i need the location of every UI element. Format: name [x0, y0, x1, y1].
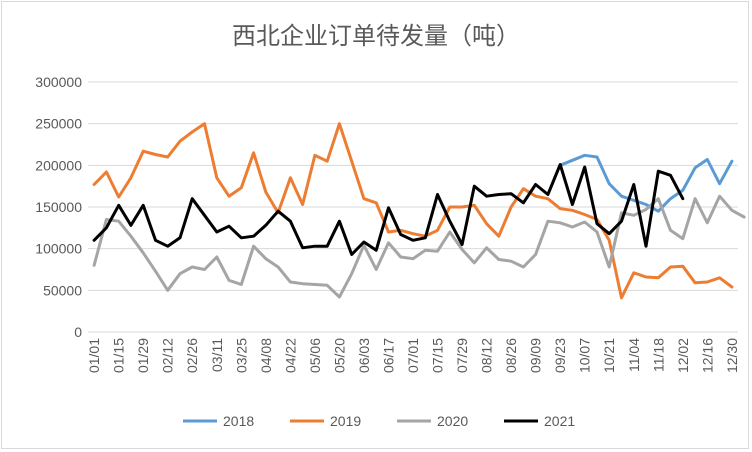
x-tick-label: 09/23 — [552, 338, 568, 373]
series-line-2019 — [92, 122, 734, 300]
y-tick-label: 250000 — [35, 116, 82, 132]
x-tick-label: 02/26 — [184, 338, 200, 373]
x-tick-label: 04/22 — [282, 338, 298, 373]
legend: 2018 2019 2020 2021 — [183, 413, 575, 429]
legend-label-2020: 2020 — [437, 413, 468, 429]
chart-title: 西北企业订单待发量（吨） — [232, 22, 520, 50]
x-tick-label: 08/12 — [479, 338, 495, 373]
x-tick-label: 11/04 — [626, 338, 642, 372]
series-line-2020 — [92, 194, 746, 299]
x-tick-label: 04/08 — [258, 338, 274, 373]
y-tick-label: 100000 — [35, 241, 82, 257]
x-tick-label: 07/29 — [454, 338, 470, 373]
y-tick-label: 300000 — [35, 74, 82, 90]
legend-label-2021: 2021 — [544, 413, 575, 429]
x-tick-label: 10/21 — [601, 338, 617, 373]
series-lines — [92, 122, 746, 300]
x-tick-label: 05/06 — [307, 338, 323, 373]
x-tick-label: 08/26 — [503, 338, 519, 373]
legend-label-2019: 2019 — [330, 413, 361, 429]
y-axis: 0 50000 100000 150000 200000 250000 300000 — [35, 74, 82, 340]
x-tick-label: 01/01 — [86, 338, 102, 373]
series-line-2021 — [92, 163, 685, 256]
gridlines — [88, 81, 738, 333]
legend-label-2018: 2018 — [223, 413, 254, 429]
x-tick-label: 07/01 — [405, 338, 421, 373]
y-tick-label: 150000 — [35, 199, 82, 215]
x-tick-label: 05/20 — [331, 338, 347, 373]
x-tick-label: 02/12 — [160, 338, 176, 373]
y-tick-label: 200000 — [35, 157, 82, 173]
x-tick-label: 01/29 — [135, 338, 151, 373]
y-tick-label: 0 — [74, 324, 82, 340]
x-axis: 01/01 01/15 01/29 02/12 02/26 03/11 03/25 04/08… — [86, 331, 740, 373]
x-tick-label: 03/11 — [209, 338, 225, 372]
x-tick-label: 06/17 — [380, 338, 396, 373]
x-tick-label: 11/18 — [650, 338, 666, 372]
x-tick-label: 01/15 — [111, 338, 127, 373]
x-tick-label: 06/03 — [356, 338, 372, 373]
series-line-2018 — [558, 153, 734, 213]
x-tick-label: 12/16 — [699, 338, 715, 373]
x-tick-label: 12/30 — [724, 338, 740, 373]
y-tick-label: 50000 — [43, 282, 82, 298]
x-tick-label: 12/02 — [675, 338, 691, 373]
x-tick-label: 07/15 — [430, 338, 446, 373]
x-tick-label: 10/07 — [577, 338, 593, 373]
x-tick-label: 09/09 — [528, 338, 544, 373]
x-tick-label: 03/25 — [233, 338, 249, 373]
